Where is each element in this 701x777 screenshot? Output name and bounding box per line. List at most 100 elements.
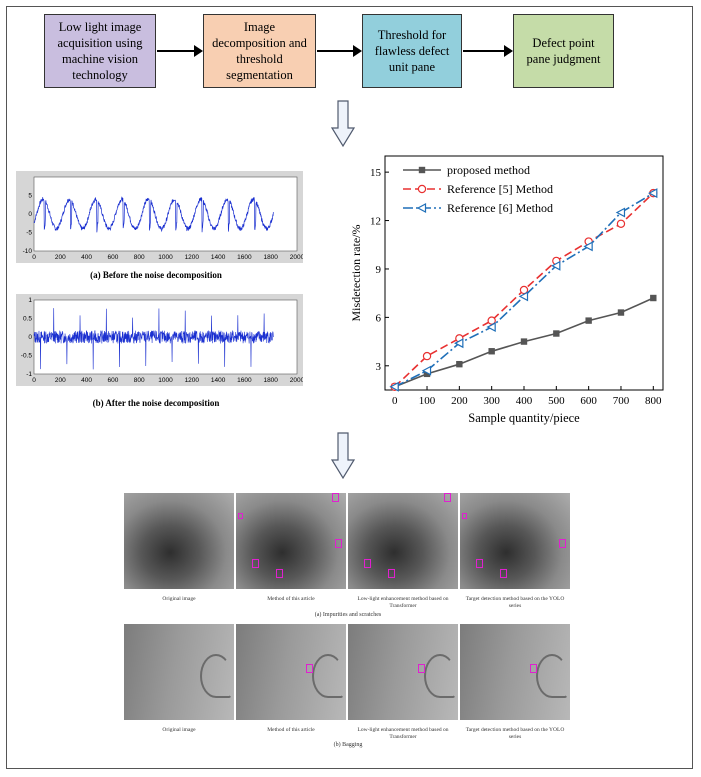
photo-yolo-1 (460, 493, 570, 589)
defect-marker (462, 513, 467, 519)
wave-y-tick: -5 (26, 230, 32, 237)
photo-method-1 (236, 493, 346, 589)
wave-x-tick: 2000 (290, 254, 303, 261)
chart-y-tick: 9 (376, 264, 382, 276)
defect-marker (332, 493, 339, 502)
wave-x-tick: 2000 (290, 377, 303, 384)
defect-marker (252, 559, 259, 568)
wave-x-tick: 0 (32, 254, 36, 261)
wave-x-tick: 1600 (237, 377, 252, 384)
photo-transformer-1 (348, 493, 458, 589)
flow-step-judgment: Defect point pane judgment (513, 14, 614, 88)
chart-y-tick: 15 (370, 167, 382, 179)
data-point (421, 365, 432, 376)
wave-x-tick: 0 (32, 377, 36, 384)
chart-x-tick: 400 (516, 395, 533, 407)
defect-marker (276, 569, 283, 578)
subcaption-impurities: (a) Impurities and scratches (314, 612, 382, 618)
defect-marker (476, 559, 483, 568)
wave-x-tick: 1600 (237, 254, 252, 261)
photo-original-1 (124, 493, 234, 589)
wave-x-tick: 800 (134, 254, 145, 261)
wave-x-tick: 1200 (185, 377, 200, 384)
data-point (585, 317, 592, 324)
caption-method-2: Method of this article (267, 727, 315, 733)
data-point (650, 294, 657, 302)
photo-method-2 (236, 624, 346, 720)
data-point (422, 351, 432, 361)
caption-method-1: Method of this article (267, 596, 315, 602)
wave-x-tick: 200 (55, 254, 66, 261)
chart-ylabel: Misdetection rate/% (349, 225, 363, 322)
results-row-bagging (124, 624, 572, 720)
wave-y-tick: 0.5 (23, 316, 32, 323)
legend-entry: proposed method (447, 163, 530, 177)
data-point (518, 291, 529, 302)
wave-x-tick: 1800 (263, 254, 278, 261)
wave-x-tick: 400 (81, 377, 92, 384)
wave-y-tick: 0 (28, 334, 32, 341)
data-point (417, 184, 427, 194)
chart-y-tick: 6 (376, 312, 382, 324)
wave-y-tick: 1 (28, 297, 32, 304)
chart-x-tick: 300 (483, 395, 500, 407)
down-arrow-1 (331, 100, 355, 148)
data-point (648, 188, 658, 199)
defect-marker (500, 569, 507, 578)
results-row-impurities (124, 493, 572, 589)
misdetection-chart: 3 6 9 12 15 0 100 200 300 400 500 600 700 800 propos… (349, 155, 664, 425)
series-line (394, 192, 654, 388)
chart-x-tick: 200 (451, 395, 468, 407)
legend-entry: Reference [5] Method (447, 182, 553, 196)
data-point (488, 348, 495, 355)
data-point (551, 260, 561, 271)
defect-marker (306, 664, 313, 673)
flow-step-threshold: Threshold for flawless defect unit pane (362, 14, 462, 88)
defect-marker (559, 539, 566, 548)
caption-yolo-1: Target detection method based on the YOL… (465, 596, 565, 609)
data-point (519, 285, 529, 295)
flow-step-decomposition: Image decomposition and threshold segmen… (203, 14, 316, 88)
flow-arrow-1 (157, 45, 203, 57)
legend-entry: Reference [6] Method (447, 201, 553, 215)
defect-marker (444, 493, 451, 502)
chart-xlabel: Sample quantity/piece (468, 411, 580, 425)
waveform-after-plot: 1 0.5 0 -0.5 -1 0 200 400 600 800 1000 1200 1400 160… (21, 297, 303, 384)
waveform-after-panel: 1 0.5 0 -0.5 -1 0 200 400 600 800 1000 1200 1400 160… (16, 294, 303, 386)
wave-x-tick: 1400 (211, 254, 226, 261)
chart-x-tick: 100 (419, 395, 436, 407)
data-point (617, 309, 625, 316)
flow-arrow-3 (463, 45, 513, 57)
wave-x-tick: 1400 (211, 377, 226, 384)
subcaption-bagging: (b) Bagging (333, 742, 363, 748)
data-point (583, 241, 593, 252)
wave-x-tick: 600 (107, 254, 118, 261)
data-point (389, 381, 399, 392)
down-arrow-2 (331, 432, 355, 480)
data-point (454, 338, 464, 349)
series-1 (391, 294, 657, 390)
data-point (616, 219, 626, 228)
caption-original-2: Original image (162, 727, 196, 733)
waveform-before-panel: 5 0 -5 -10 0 200 400 600 800 1000 1200 1400 1600 180… (16, 171, 303, 263)
data-point (553, 330, 560, 337)
defect-marker (238, 513, 243, 519)
data-point (456, 360, 463, 368)
photo-transformer-2 (348, 624, 458, 720)
defect-marker (388, 569, 395, 578)
wave-y-tick: 0 (28, 211, 32, 218)
series-2 (390, 188, 658, 391)
chart-y-tick: 12 (370, 216, 381, 228)
photo-yolo-2 (460, 624, 570, 720)
wave-x-tick: 400 (81, 254, 92, 261)
defect-marker (335, 539, 342, 548)
chart-x-tick: 800 (645, 395, 662, 407)
data-point (487, 316, 496, 325)
wave-x-tick: 800 (134, 377, 145, 384)
wave-y-tick: -0.5 (21, 353, 33, 360)
waveform-before-caption: (a) Before the noise decomposition (90, 270, 222, 280)
data-point (418, 166, 426, 174)
series-3 (389, 188, 658, 392)
chart-x-tick: 600 (580, 395, 597, 407)
data-point (486, 322, 496, 333)
